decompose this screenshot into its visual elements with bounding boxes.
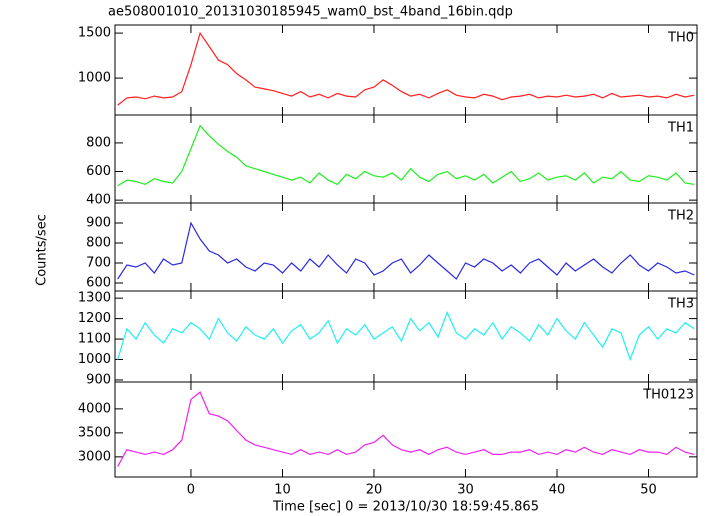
y-tick-label: 1200 bbox=[78, 311, 111, 326]
y-tick-label: 1000 bbox=[78, 71, 111, 86]
x-tick-label: 0 bbox=[187, 483, 195, 498]
panel-frame bbox=[114, 202, 698, 292]
x-tick-label: 30 bbox=[457, 483, 474, 498]
panel-label: TH1 bbox=[667, 121, 694, 136]
y-tick-label: 3500 bbox=[78, 425, 111, 440]
light-curve bbox=[117, 124, 695, 187]
y-tick-label: 800 bbox=[86, 135, 111, 150]
x-axis-label: Time [sec] 0 = 2013/10/30 18:59:45.865 bbox=[272, 500, 539, 515]
panel-label: TH3 bbox=[667, 297, 694, 312]
panel-label: TH2 bbox=[667, 209, 694, 224]
panel-frame bbox=[114, 290, 698, 383]
panel-frame bbox=[114, 381, 698, 478]
chart-title: ae508001010_20131030185945_wam0_bst_4ban… bbox=[108, 5, 513, 20]
x-tick-label: 20 bbox=[366, 483, 383, 498]
y-tick-label: 400 bbox=[86, 193, 111, 208]
light-curve bbox=[117, 391, 695, 467]
x-tick-label: 40 bbox=[549, 483, 566, 498]
y-tick-label: 1000 bbox=[78, 352, 111, 367]
light-curve bbox=[117, 31, 695, 106]
y-tick-label: 1300 bbox=[78, 291, 111, 306]
y-tick-label: 600 bbox=[86, 276, 111, 291]
y-tick-label: 1100 bbox=[78, 332, 111, 347]
y-tick-label: 900 bbox=[86, 372, 111, 387]
y-axis-label: Counts/sec bbox=[35, 214, 50, 286]
y-tick-label: 600 bbox=[86, 164, 111, 179]
panel-label: TH0 bbox=[667, 31, 694, 46]
panel-frame bbox=[114, 24, 698, 116]
y-tick-label: 900 bbox=[86, 216, 111, 231]
x-tick-label: 10 bbox=[274, 483, 291, 498]
light-curve bbox=[117, 310, 695, 362]
y-tick-label: 3000 bbox=[78, 449, 111, 464]
x-tick-label: 50 bbox=[640, 483, 657, 498]
panel-label: TH0123 bbox=[642, 388, 694, 403]
y-tick-label: 4000 bbox=[78, 401, 111, 416]
y-tick-label: 800 bbox=[86, 236, 111, 251]
y-tick-label: 1500 bbox=[78, 26, 111, 41]
light-curve bbox=[117, 221, 695, 280]
y-tick-label: 700 bbox=[86, 256, 111, 271]
